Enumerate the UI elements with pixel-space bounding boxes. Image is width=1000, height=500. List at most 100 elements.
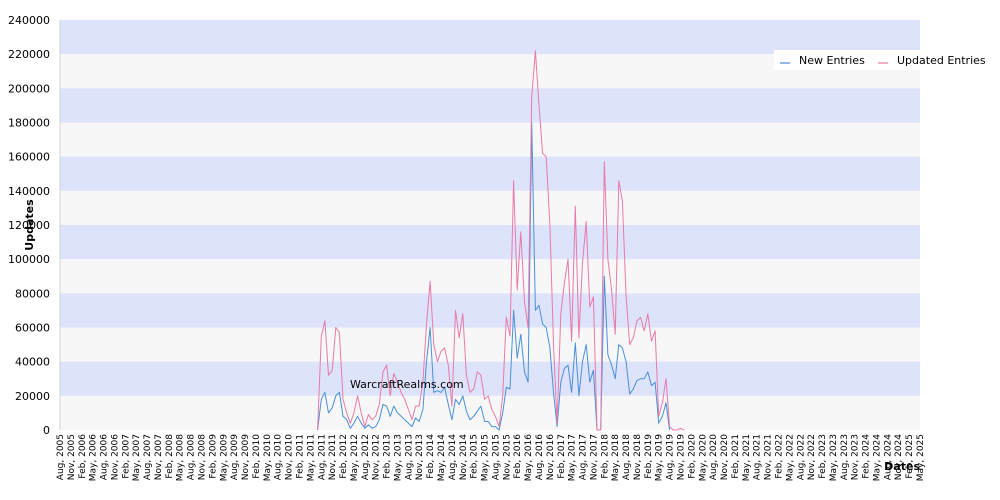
updated-entries-line <box>317 50 685 431</box>
x-tick-label: Aug, 2009 <box>230 434 240 480</box>
x-tick-label: Feb, 2016 <box>513 434 523 479</box>
grid-band <box>60 122 920 157</box>
x-tick-label: May, 2013 <box>393 434 403 481</box>
x-tick-label: Feb, 2025 <box>905 434 915 479</box>
plot-background-bands <box>60 20 920 430</box>
x-tick-label: Nov, 2015 <box>502 434 512 480</box>
x-tick-label: May, 2014 <box>437 434 447 482</box>
y-tick-label: 40000 <box>15 356 50 369</box>
x-tick-label: Nov, 2016 <box>546 434 556 480</box>
x-tick-label: Aug, 2008 <box>187 434 197 480</box>
x-tick-label: Aug, 2005 <box>56 434 66 480</box>
x-tick-label: May, 2021 <box>742 434 752 481</box>
y-tick-label: 80000 <box>15 287 50 300</box>
y-tick-label: 180000 <box>8 117 50 130</box>
x-axis-ticks: Aug, 2005 Nov, 2005 Feb, 2006 May, 2006 Aug,… <box>56 434 926 482</box>
x-tick-label: Feb, 2020 <box>687 434 697 479</box>
x-tick-label: Nov, 2011 <box>328 434 338 480</box>
x-tick-label: Nov, 2017 <box>589 434 599 480</box>
x-tick-label: Nov, 2020 <box>720 434 730 480</box>
x-tick-label: Feb, 2007 <box>121 434 131 479</box>
legend-label: Updated Entries <box>897 54 986 67</box>
x-tick-label: Feb, 2017 <box>557 434 567 479</box>
y-tick-label: 0 <box>43 424 50 437</box>
legend: New Entries Updated Entries <box>774 50 986 70</box>
x-tick-label: Nov, 2012 <box>372 434 382 480</box>
x-tick-label: May, 2012 <box>350 434 360 481</box>
x-tick-label: May, 2020 <box>698 434 708 482</box>
x-tick-label: May, 2016 <box>524 434 534 482</box>
x-tick-label: May, 2025 <box>916 434 926 481</box>
x-tick-label: Nov, 2005 <box>67 434 77 480</box>
x-tick-label: Nov, 2018 <box>633 434 643 480</box>
x-tick-label: Nov, 2008 <box>198 434 208 480</box>
x-tick-label: Aug, 2010 <box>274 434 284 480</box>
legend-label: New Entries <box>799 54 865 67</box>
grid-band <box>60 293 920 328</box>
x-tick-label: Feb, 2019 <box>644 434 654 479</box>
x-tick-label: Feb, 2014 <box>426 434 436 479</box>
grid-band <box>60 156 920 191</box>
x-tick-label: Aug, 2014 <box>448 434 458 480</box>
legend-box <box>774 50 984 70</box>
x-tick-label: Feb, 2008 <box>165 434 175 479</box>
y-tick-label: 60000 <box>15 322 50 335</box>
x-tick-label: May, 2018 <box>611 434 621 482</box>
x-tick-label: Aug, 2020 <box>709 434 719 480</box>
x-tick-label: Aug, 2018 <box>622 434 632 480</box>
grid-band <box>60 20 920 55</box>
series-lines <box>317 50 685 431</box>
y-tick-label: 220000 <box>8 48 50 61</box>
y-tick-label: 100000 <box>8 253 50 266</box>
x-tick-label: Nov, 2021 <box>764 434 774 480</box>
x-tick-label: May, 2010 <box>263 434 273 482</box>
x-tick-label: Aug, 2016 <box>535 434 545 480</box>
x-tick-label: Aug, 2023 <box>840 434 850 480</box>
x-tick-label: Aug, 2015 <box>491 434 501 480</box>
x-tick-label: May, 2019 <box>655 434 665 482</box>
new-entries-line <box>317 122 671 431</box>
x-tick-label: Nov, 2006 <box>110 434 120 480</box>
x-tick-label: Nov, 2022 <box>807 434 817 480</box>
x-tick-label: May, 2024 <box>872 434 882 482</box>
x-tick-label: Feb, 2024 <box>862 434 872 479</box>
x-tick-label: Nov, 2023 <box>851 434 861 480</box>
x-tick-label: Feb, 2011 <box>295 434 305 479</box>
grid-band <box>60 225 920 260</box>
x-tick-label: Aug, 2012 <box>361 434 371 480</box>
x-tick-label: Feb, 2010 <box>252 434 262 479</box>
grid-band <box>60 259 920 294</box>
grid-band <box>60 361 920 396</box>
x-tick-label: Feb, 2023 <box>818 434 828 479</box>
x-tick-label: Feb, 2021 <box>731 434 741 479</box>
x-tick-label: Feb, 2018 <box>600 434 610 479</box>
x-tick-label: May, 2015 <box>481 434 491 481</box>
x-tick-label: May, 2006 <box>89 434 99 482</box>
y-tick-label: 140000 <box>8 185 50 198</box>
x-tick-label: Feb, 2013 <box>383 434 393 479</box>
x-tick-label: May, 2017 <box>568 434 578 481</box>
grid-band <box>60 190 920 225</box>
x-tick-label: May, 2022 <box>785 434 795 481</box>
x-tick-label: Feb, 2006 <box>78 434 88 479</box>
x-tick-label: Aug, 2017 <box>579 434 589 480</box>
x-tick-label: Aug, 2007 <box>143 434 153 480</box>
x-tick-label: May, 2007 <box>132 434 142 481</box>
x-tick-label: May, 2023 <box>829 434 839 481</box>
x-tick-label: Feb, 2009 <box>208 434 218 479</box>
y-axis-title: Updates <box>23 199 36 251</box>
x-tick-label: May, 2011 <box>306 434 316 481</box>
x-tick-label: Feb, 2015 <box>470 434 480 479</box>
y-tick-label: 200000 <box>8 82 50 95</box>
x-tick-label: Nov, 2014 <box>459 434 469 480</box>
y-tick-label: 120000 <box>8 219 50 232</box>
x-axis-title: Dates <box>884 460 920 473</box>
x-tick-label: Nov, 2010 <box>285 434 295 480</box>
x-tick-label: Aug, 2006 <box>100 434 110 480</box>
x-tick-label: May, 2009 <box>219 434 229 482</box>
grid-band <box>60 327 920 362</box>
x-tick-label: Aug, 2019 <box>666 434 676 480</box>
x-tick-label: May, 2008 <box>176 434 186 482</box>
x-tick-label: Aug, 2021 <box>753 434 763 480</box>
